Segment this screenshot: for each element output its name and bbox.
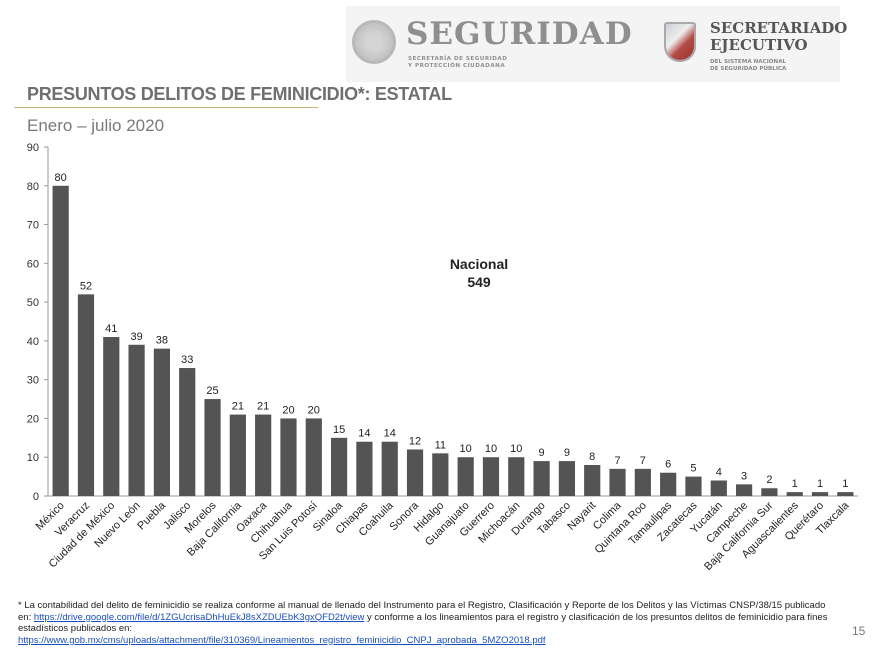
y-tick-label: 10 <box>27 452 39 464</box>
bar <box>457 457 474 496</box>
footnote-link-lineamientos[interactable]: https://www.gob.mx/cms/uploads/attachmen… <box>18 634 546 646</box>
bar <box>533 461 550 496</box>
bar-value-label: 11 <box>435 439 446 451</box>
bar-value-label: 41 <box>105 323 117 335</box>
bar-value-label: 3 <box>741 470 747 482</box>
title-divider <box>14 107 318 108</box>
national-total-label: Nacional <box>450 256 508 272</box>
bar-value-label: 12 <box>409 435 421 447</box>
secretariado-logo-text: SECRETARIADO EJECUTIVO <box>710 19 848 54</box>
bar-value-label: 9 <box>539 447 545 459</box>
bar <box>811 492 829 496</box>
bar <box>761 488 778 496</box>
bar <box>406 449 424 496</box>
bar <box>179 368 196 496</box>
secretariado-shield-icon <box>664 22 696 62</box>
bar-value-label: 33 <box>181 354 193 366</box>
bar <box>584 464 601 496</box>
bar-value-label: 52 <box>80 280 92 292</box>
y-tick-label: 70 <box>27 220 39 232</box>
bar-value-label: 1 <box>792 478 798 490</box>
bar <box>381 441 398 496</box>
bar <box>710 480 727 496</box>
bar <box>432 453 449 496</box>
bar <box>52 185 69 496</box>
bar <box>735 484 753 496</box>
bar <box>153 348 171 496</box>
bar-value-label: 39 <box>130 331 142 343</box>
bar <box>204 399 221 496</box>
bar-value-label: 9 <box>564 447 570 459</box>
y-tick-label: 20 <box>27 413 39 425</box>
bar-value-label: 20 <box>282 404 294 416</box>
bar-value-label: 21 <box>232 401 244 413</box>
bar <box>558 461 576 496</box>
bar <box>356 441 373 496</box>
bar-value-label: 15 <box>333 424 345 436</box>
bar-value-label: 1 <box>817 478 823 490</box>
bar <box>482 457 500 496</box>
bar <box>103 337 120 496</box>
bar-value-label: 1 <box>842 478 848 490</box>
bar <box>280 418 297 496</box>
y-tick-label: 50 <box>27 297 39 309</box>
bar-value-label: 10 <box>485 443 497 455</box>
bar-value-label: 14 <box>384 428 396 440</box>
y-tick-label: 0 <box>33 491 39 503</box>
bar-value-label: 14 <box>358 428 370 440</box>
bar-value-label: 5 <box>690 463 696 475</box>
bar <box>508 457 525 496</box>
bar <box>837 492 854 496</box>
bar-value-label: 80 <box>55 172 67 184</box>
bar <box>660 472 677 496</box>
bar-value-label: 21 <box>257 401 269 413</box>
bar <box>634 468 651 496</box>
y-tick-label: 60 <box>27 258 39 270</box>
bar-value-label: 20 <box>308 404 320 416</box>
bar-value-label: 7 <box>640 455 646 467</box>
seguridad-logo-subtext: SECRETARÍA DE SEGURIDAD Y PROTECCIÓN CIU… <box>408 56 508 69</box>
footnote: * La contabilidad del delito de feminici… <box>18 600 838 646</box>
bar-value-label: 25 <box>206 385 218 397</box>
bar <box>255 414 272 496</box>
footnote-link-drive[interactable]: https://drive.google.com/file/d/1ZGUcris… <box>33 611 365 623</box>
bar-value-label: 10 <box>460 443 472 455</box>
bar <box>685 476 702 496</box>
bar-value-label: 38 <box>156 335 168 347</box>
secretariado-logo-subtext: DEL SISTEMA NACIONAL DE SEGURIDAD PÚBLIC… <box>710 59 787 72</box>
bar <box>128 344 145 496</box>
bar <box>305 418 322 496</box>
bar-value-label: 8 <box>589 451 595 463</box>
bar <box>330 437 348 496</box>
y-tick-label: 30 <box>27 375 39 387</box>
y-tick-label: 90 <box>27 142 39 154</box>
footnote-text-1: * La contabilidad del delito de feminici… <box>18 600 826 623</box>
bar-value-label: 4 <box>716 466 722 478</box>
y-tick-label: 80 <box>27 181 39 193</box>
bar-value-label: 10 <box>510 443 522 455</box>
chart-title: PRESUNTOS DELITOS DE FEMINICIDIO*: ESTAT… <box>27 84 452 104</box>
chart-subtitle: Enero – julio 2020 <box>27 116 165 135</box>
y-tick-label: 40 <box>27 336 39 348</box>
bar-value-label: 6 <box>665 459 671 471</box>
mexico-seal-icon <box>352 20 396 64</box>
seguridad-logo-text: SEGURIDAD <box>406 16 633 52</box>
bar <box>609 468 626 496</box>
bar <box>77 294 95 496</box>
page-number: 15 <box>852 624 866 638</box>
footnote-text-2: y conforme a los lineamientos para el re… <box>18 611 828 635</box>
x-tick-label: Nayarit <box>565 500 598 533</box>
bar <box>229 414 246 496</box>
national-total-value: 549 <box>467 274 491 290</box>
bar-value-label: 2 <box>766 474 772 486</box>
bar <box>786 492 803 496</box>
header-logos: SEGURIDAD SECRETARÍA DE SEGURIDAD Y PROT… <box>346 6 847 82</box>
bar-value-label: 7 <box>614 455 620 467</box>
